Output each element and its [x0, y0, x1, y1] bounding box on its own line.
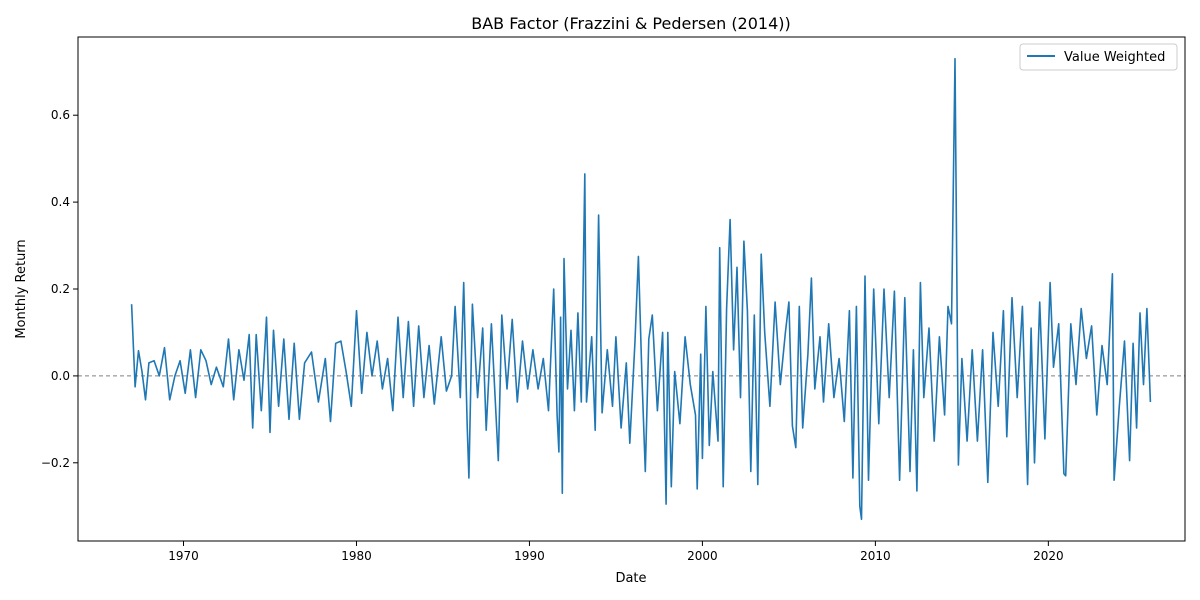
chart-title: BAB Factor (Frazzini & Pedersen (2014)) — [471, 14, 791, 33]
x-tick-label: 1990 — [514, 549, 545, 563]
x-ticks: 1970 1980 1990 2000 2010 2020 — [168, 541, 1064, 563]
legend-box — [1019, 43, 1178, 71]
x-tick-label: 2000 — [687, 549, 718, 563]
y-tick-label: 0.0 — [51, 369, 70, 383]
y-tick-label: 0.2 — [51, 282, 70, 296]
series-line-value-weighted — [130, 57, 1152, 521]
x-tick-label: 1970 — [168, 549, 199, 563]
x-tick-label: 2010 — [860, 549, 891, 563]
x-tick-label: 2020 — [1033, 549, 1064, 563]
y-tick-label: −0.2 — [41, 456, 70, 470]
y-ticks: −0.2 0.0 0.2 0.4 0.6 — [41, 108, 78, 470]
y-axis-label: Monthly Return — [14, 239, 29, 338]
plot-frame — [77, 36, 1186, 542]
y-tick-label: 0.6 — [51, 108, 70, 122]
legend: Value Weighted — [1019, 43, 1178, 71]
legend-label: Value Weighted — [1064, 50, 1165, 65]
y-tick-label: 0.4 — [51, 195, 70, 209]
x-tick-label: 1980 — [341, 549, 372, 563]
x-axis-label: Date — [615, 571, 646, 586]
